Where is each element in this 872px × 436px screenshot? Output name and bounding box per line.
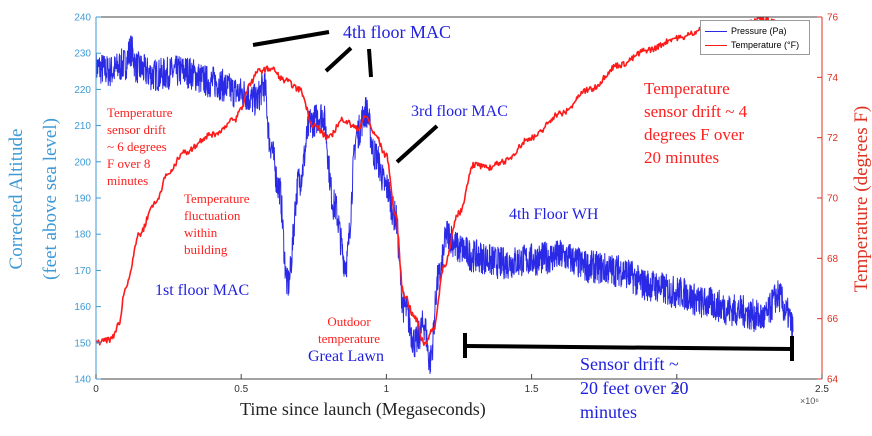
y-left-tick-label: 230 bbox=[74, 49, 91, 60]
x-tick-label: 0 bbox=[93, 384, 99, 395]
annotation-temp-drift-left-line5: minutes bbox=[107, 173, 149, 188]
annotation-fourth-floor-wh: 4th Floor WH bbox=[509, 206, 599, 223]
annotation-fourth-floor-mac: 4th floor MAC bbox=[343, 22, 451, 42]
legend-label-pressure: Pressure (Pa) bbox=[731, 26, 787, 36]
x-axis-exponent: ×10⁶ bbox=[800, 396, 819, 406]
annotation-temp-fluctuation-line4: building bbox=[184, 242, 228, 257]
x-tick-label: 1.5 bbox=[525, 384, 539, 395]
annotation-temp-drift-right-line2: sensor drift ~ 4 bbox=[644, 102, 748, 121]
y-left-axis-title-line1: Corrected Altitude bbox=[6, 128, 27, 270]
y-right-axis-title: Temperature (degrees F) bbox=[851, 105, 872, 293]
sensor-drift-bracket bbox=[464, 344, 793, 351]
annotation-first-floor: 1st floor MAC bbox=[155, 282, 250, 299]
annotation-great-lawn: Great Lawn bbox=[308, 348, 384, 365]
y-left-axis-title-line2: (feet above sea level) bbox=[40, 118, 61, 280]
annotation-line-3rd-floor bbox=[395, 124, 439, 164]
legend-label-temperature: Temperature (°F) bbox=[731, 40, 800, 50]
annotation-temp-drift-right: Temperature sensor drift ~ 4 degrees F o… bbox=[644, 77, 747, 169]
annotation-line-4th-floor-a bbox=[252, 30, 330, 47]
annotation-lines bbox=[252, 30, 794, 361]
series-layer bbox=[95, 16, 794, 375]
annotation-temp-fluctuation-line1: Temperature bbox=[184, 191, 250, 206]
annotation-temp-fluctuation: Temperature fluctuation within building bbox=[184, 190, 250, 258]
legend: Pressure (Pa) Temperature (°F) bbox=[700, 20, 810, 55]
axes-layer: 0 0.5 1 1.5 2 2.5 140 150 160 170 180 190 200 210 220 2… bbox=[74, 13, 838, 396]
annotation-temp-drift-left-line1: Temperature bbox=[107, 105, 173, 120]
y-left-tick-label: 160 bbox=[74, 302, 91, 313]
annotation-third-floor-mac: 3rd floor MAC bbox=[411, 103, 508, 120]
x-tick-label: 2.5 bbox=[815, 384, 829, 395]
y-right-tick-label: 74 bbox=[827, 73, 839, 84]
x-tick-label: 2 bbox=[674, 384, 680, 395]
y-left-tick-label: 180 bbox=[74, 230, 91, 241]
legend-swatch-pressure bbox=[705, 30, 727, 32]
annotation-temp-fluctuation-line3: within bbox=[184, 225, 218, 240]
plot-area bbox=[96, 17, 822, 379]
annotation-temp-drift-left: Temperature sensor drift ~ 6 degrees F o… bbox=[107, 104, 173, 189]
y-right-tick-label: 64 bbox=[827, 375, 839, 386]
annotation-temp-drift-right-line4: 20 minutes bbox=[644, 148, 720, 167]
x-tick-label: 0.5 bbox=[234, 384, 248, 395]
annotation-line-4th-floor-b bbox=[324, 46, 353, 73]
annotation-line-4th-floor-c bbox=[367, 48, 373, 78]
series-line-pressure bbox=[95, 35, 794, 375]
annotation-temp-drift-left-line4: F over 8 bbox=[107, 156, 151, 171]
legend-swatch-temperature bbox=[705, 44, 727, 46]
y-left-tick-label: 150 bbox=[74, 338, 91, 349]
annotation-temp-drift-right-line3: degrees F over bbox=[644, 125, 745, 144]
y-right-tick-label: 70 bbox=[827, 194, 839, 205]
y-left-tick-label: 140 bbox=[74, 375, 91, 386]
annotation-outdoor-line1: Outdoor bbox=[327, 314, 371, 329]
y-left-tick-label: 170 bbox=[74, 266, 91, 277]
y-left-tick-label: 200 bbox=[74, 157, 91, 168]
annotation-outdoor-line2: temperature bbox=[318, 331, 381, 346]
y-left-tick-label: 210 bbox=[74, 121, 91, 132]
annotation-sensor-drift-line2: 20 feet over 20 bbox=[580, 378, 689, 398]
annotation-temp-drift-left-line3: ~ 6 degrees bbox=[107, 139, 167, 154]
annotation-temp-fluctuation-line2: fluctuation bbox=[184, 208, 241, 223]
legend-item-pressure: Pressure (Pa) bbox=[705, 24, 787, 38]
y-right-tick-label: 76 bbox=[827, 13, 839, 24]
annotation-sensor-drift-line1: Sensor drift ~ bbox=[580, 354, 679, 374]
annotation-outdoor: Outdoor temperature bbox=[318, 313, 380, 347]
legend-item-temperature: Temperature (°F) bbox=[705, 38, 799, 52]
y-right-tick-label: 72 bbox=[827, 133, 839, 144]
y-left-tick-label: 220 bbox=[74, 85, 91, 96]
annotation-sensor-drift-line3: minutes bbox=[580, 402, 637, 422]
annotation-temp-drift-left-line2: sensor drift bbox=[107, 122, 166, 137]
y-right-tick-label: 68 bbox=[827, 254, 839, 265]
x-axis-title: Time since launch (Megaseconds) bbox=[240, 399, 486, 419]
series-line-temperature bbox=[95, 16, 788, 346]
y-left-tick-label: 190 bbox=[74, 194, 91, 205]
y-left-tick-label: 240 bbox=[74, 13, 91, 24]
x-tick-label: 1 bbox=[384, 384, 390, 395]
annotation-temp-drift-right-line1: Temperature bbox=[644, 79, 730, 98]
y-right-tick-label: 66 bbox=[827, 314, 839, 325]
annotation-sensor-drift: Sensor drift ~ 20 feet over 20 minutes bbox=[580, 352, 688, 424]
